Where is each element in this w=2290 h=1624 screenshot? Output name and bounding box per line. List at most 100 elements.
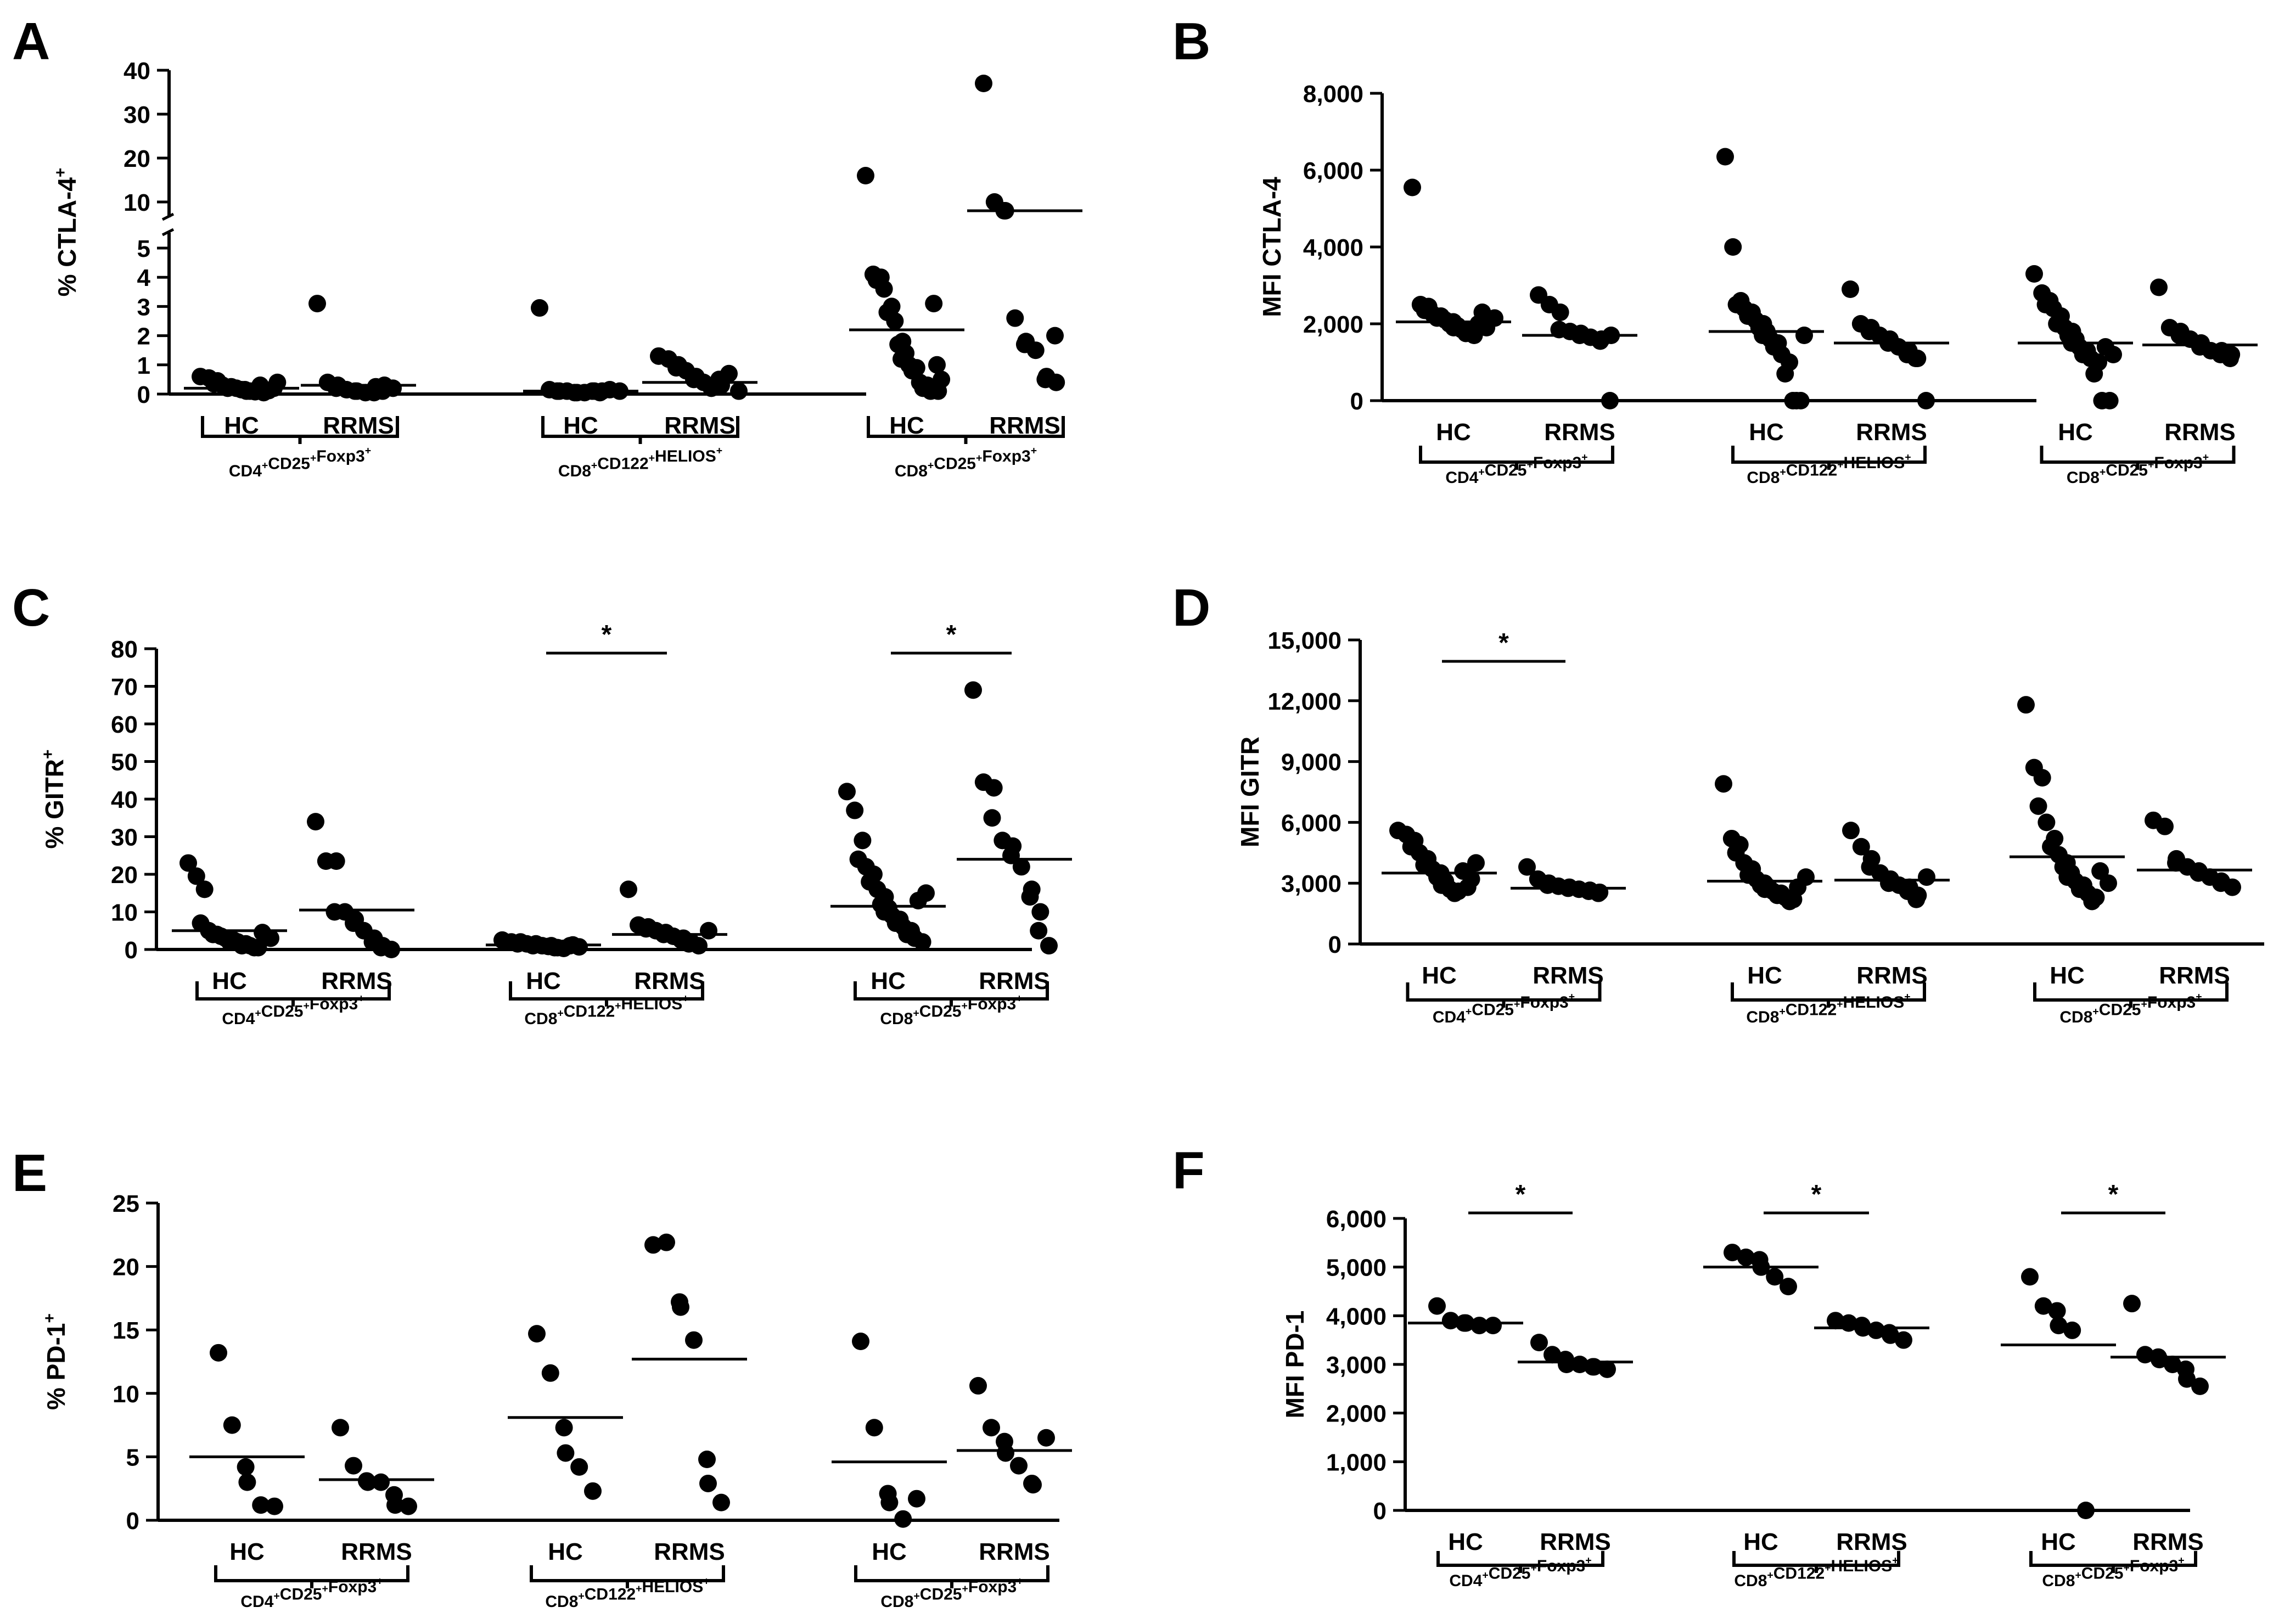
x-tick-label: HC	[526, 968, 561, 994]
x-tick-label: HC	[2041, 1529, 2076, 1555]
data-point	[2101, 392, 2119, 409]
y-tick-label: 5	[137, 235, 150, 262]
y-axis-label-sup: +	[41, 1313, 59, 1323]
x-tick-label: HC	[2050, 962, 2085, 989]
panel-letter: F	[1172, 1141, 1205, 1200]
data-point	[894, 1510, 912, 1528]
data-point	[857, 167, 874, 184]
x-tick-label: RRMS	[1836, 1529, 1907, 1555]
y-tick-label: 4,000	[1326, 1303, 1387, 1330]
data-point	[2077, 1502, 2095, 1519]
y-tick-label: 40	[111, 786, 138, 813]
y-tick-label: 15	[113, 1317, 139, 1344]
y-tick-label: 40	[124, 58, 150, 85]
group-label: CD8+CD25+Foxp3+	[880, 1576, 1023, 1611]
data-point	[187, 867, 205, 885]
data-point	[720, 364, 738, 383]
data-point	[1046, 327, 1064, 345]
data-point	[1842, 280, 1859, 298]
data-point	[1010, 1457, 1028, 1475]
y-tick-label: 10	[111, 900, 138, 926]
y-tick-label: 0	[1373, 1498, 1387, 1525]
data-point	[1026, 341, 1045, 359]
data-point	[699, 1474, 717, 1492]
data-point	[1867, 1321, 1885, 1339]
y-axis-label: MFI CTLA-4	[1258, 177, 1286, 317]
y-axis-label: % GITR+	[39, 749, 69, 848]
data-point	[886, 312, 904, 330]
group-label: CD4+CD25+Foxp3+	[229, 445, 371, 481]
data-point	[2224, 878, 2241, 896]
data-point	[1571, 1356, 1589, 1373]
data-point	[1724, 1244, 1741, 1262]
data-point	[985, 779, 1003, 797]
x-tick-label: HC	[229, 1538, 265, 1565]
data-point	[2038, 813, 2056, 831]
x-tick-label: HC	[1743, 1529, 1778, 1555]
y-axis-label-sup: +	[52, 168, 70, 178]
data-point	[1467, 854, 1485, 872]
data-point	[928, 356, 946, 374]
y-tick-label: 60	[111, 711, 138, 738]
panel-B: B 0 2,000 4,000 6,000 8,000 MFI CTLA-4 HC RRMS CD…	[1172, 12, 2258, 487]
data-point	[975, 75, 992, 92]
data-point	[865, 1419, 883, 1437]
data-point	[983, 1419, 1000, 1437]
y-tick-label: 4	[137, 265, 151, 291]
x-tick-label: RRMS	[321, 968, 392, 994]
group-label: CD4+CD25+Foxp3+	[1433, 991, 1575, 1027]
x-tick-label: HC	[1749, 419, 1784, 446]
data-point	[983, 809, 1001, 827]
data-point	[384, 379, 402, 397]
panel-D: D 0 3,000 6,000 9,000 12,000 15,000 MFI GITR HC R…	[1172, 578, 2264, 1026]
data-point	[1917, 392, 1935, 409]
group-label: CD4+CD25+Foxp3+	[1449, 1555, 1591, 1591]
data-point	[658, 1233, 675, 1251]
data-point	[359, 1473, 377, 1491]
data-point	[964, 681, 982, 699]
y-tick-label: 10	[113, 1381, 139, 1408]
x-tick-label: HC	[224, 412, 259, 439]
data-point	[195, 880, 214, 898]
y-axis-label-sup: +	[39, 749, 57, 759]
y-tick-label: 3,000	[1281, 870, 1342, 897]
y-tick-label: 80	[111, 636, 138, 663]
data-point	[266, 1497, 283, 1515]
panel-letter: B	[1172, 12, 1210, 71]
y-axis-label: MFI PD-1	[1281, 1311, 1309, 1419]
data-point	[1715, 775, 1732, 793]
y-tick-label: 3	[137, 294, 150, 321]
x-tick-label: HC	[1448, 1529, 1483, 1555]
panel-letter: A	[12, 12, 50, 71]
data-point	[2221, 350, 2239, 367]
data-point	[1551, 304, 1569, 321]
data-point	[1797, 868, 1815, 886]
data-point	[528, 1325, 546, 1343]
axis-break-mark	[161, 212, 175, 221]
data-point	[2164, 1356, 2181, 1373]
group-label: CD8+CD25+Foxp3+	[2059, 991, 2202, 1027]
data-point	[913, 933, 931, 951]
data-point	[2156, 817, 2174, 835]
x-tick-label: RRMS	[1856, 419, 1927, 446]
data-point	[1030, 921, 1048, 940]
y-tick-label: 30	[111, 824, 138, 851]
x-tick-label: RRMS	[979, 1538, 1050, 1565]
significance-star: *	[946, 620, 957, 649]
x-tick-label: HC	[1422, 962, 1457, 989]
data-point	[2025, 265, 2043, 283]
y-tick-label: 2,000	[1326, 1401, 1387, 1428]
y-axis-label: % CTLA-4+	[52, 168, 81, 297]
data-point	[1024, 1476, 1042, 1494]
data-point	[2050, 1317, 2068, 1335]
data-point	[2178, 1370, 2196, 1388]
data-point	[1598, 1360, 1616, 1378]
